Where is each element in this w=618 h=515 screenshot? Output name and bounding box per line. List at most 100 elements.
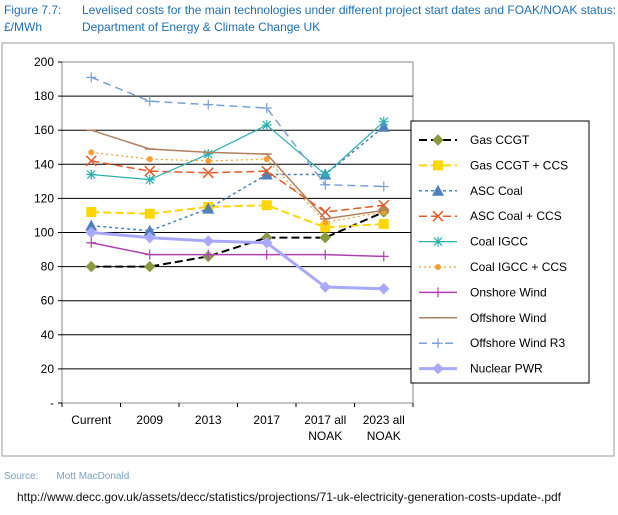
data-point [205,157,212,164]
x-tick-label: 2013 [195,413,222,427]
legend-label: Coal IGCC + CCS [470,260,567,274]
data-point [202,235,214,247]
legend-item: Coal IGCC [419,235,528,249]
data-point [432,210,444,222]
legend-item: Onshore Wind [419,285,547,299]
legend-item: ASC Coal [419,184,523,198]
data-point [86,169,97,180]
x-tick-label: 2009 [136,413,163,427]
series-line [91,231,384,291]
data-point [319,281,331,293]
y-axis: - 20 40 60 80 100 120 140 160 180 200 [34,55,62,410]
data-point [320,249,331,260]
data-point [144,208,155,219]
data-point [144,165,156,177]
data-point [433,160,443,171]
series-nuclear-pwr [85,226,390,295]
data-point [261,200,272,211]
y-tick-label: 20 [41,362,55,376]
data-point [144,231,156,244]
x-axis: Current 2009 2013 2017 2017 all NOAK 2023 all N… [61,403,414,443]
data-point [86,72,97,83]
series-group [85,72,390,295]
data-point [261,249,272,260]
series-line [90,76,384,188]
y-tick-label: 40 [41,328,55,342]
data-point [261,120,272,131]
series-line [91,151,384,223]
x-tick-label: 2017 [253,413,280,427]
legend-label: Offshore Wind [470,311,546,325]
data-point [320,222,331,233]
data-point [433,236,443,247]
legend-item: Gas CCGT + CCS [419,158,568,172]
legend-item: ASC Coal + CCS [419,209,562,223]
data-point [320,169,331,180]
data-point [202,202,215,214]
data-point [203,99,214,110]
data-point [261,165,273,177]
legend-item: Gas CCGT [419,133,530,147]
data-point [261,237,273,249]
unit-label: £/MWh [4,20,43,34]
data-point [320,179,331,190]
legend: Gas CCGT Gas CCGT + CCS ASC Coal ASC Coal +… [419,133,568,376]
data-point [85,226,97,239]
x-tick-label: Current [71,413,112,427]
y-tick-label: 80 [41,260,55,274]
data-point [88,149,95,156]
data-point [263,156,270,163]
data-point [435,264,441,270]
series-line [91,241,384,258]
legend-label: Onshore Wind [470,285,547,299]
data-point [85,155,97,167]
data-point [86,237,97,248]
data-point [202,167,214,179]
series-asc-coal-ccs [85,155,390,218]
legend-label: ASC Coal [470,184,523,198]
data-point [378,251,389,262]
x-tick-label: 2017 all [304,413,346,427]
data-point [319,231,331,244]
legend-label: Gas CCGT [470,133,530,147]
x-tick-label: NOAK [308,429,342,443]
y-tick-label: 160 [34,123,54,137]
legend-label: Gas CCGT + CCS [470,158,568,172]
x-tick-label: 2023 all [363,413,405,427]
grid-lines [62,95,413,370]
source-url: http://www.decc.gov.uk/assets/decc/stati… [17,490,562,504]
data-point [203,149,214,160]
department-name: Department of Energy & Climate Change UK [82,20,321,34]
legend-label: ASC Coal + CCS [470,209,562,223]
data-point [144,96,155,107]
y-tick-label: 200 [34,55,54,69]
data-point [432,134,444,146]
legend-item: Offshore Wind [419,311,546,325]
figure-number: Figure 7.7: [4,3,62,17]
data-point [433,338,443,349]
source-label: Source: [4,471,39,482]
x-tick-label: NOAK [367,429,401,443]
data-point [432,362,444,375]
data-point [433,287,443,298]
data-point [378,218,389,229]
data-point [260,168,273,180]
data-point [322,219,329,226]
legend-item: Offshore Wind R3 [419,336,565,350]
series-line [91,160,384,213]
data-point [378,116,389,127]
data-point [378,283,390,295]
data-point [144,174,155,185]
data-point [86,207,97,218]
source-line: Source: Mott MacDonald [4,471,129,482]
source-name: Mott MacDonald [56,471,130,482]
series-line [91,121,385,181]
data-point [85,219,98,231]
data-point [144,249,155,260]
legend-item: Coal IGCC + CCS [419,260,567,274]
data-point [378,199,390,211]
series-onshore-wind [86,237,389,262]
y-tick-label: 180 [34,89,54,103]
series-offshore-wind-r3 [86,72,389,192]
legend-label: Nuclear PWR [470,362,543,376]
